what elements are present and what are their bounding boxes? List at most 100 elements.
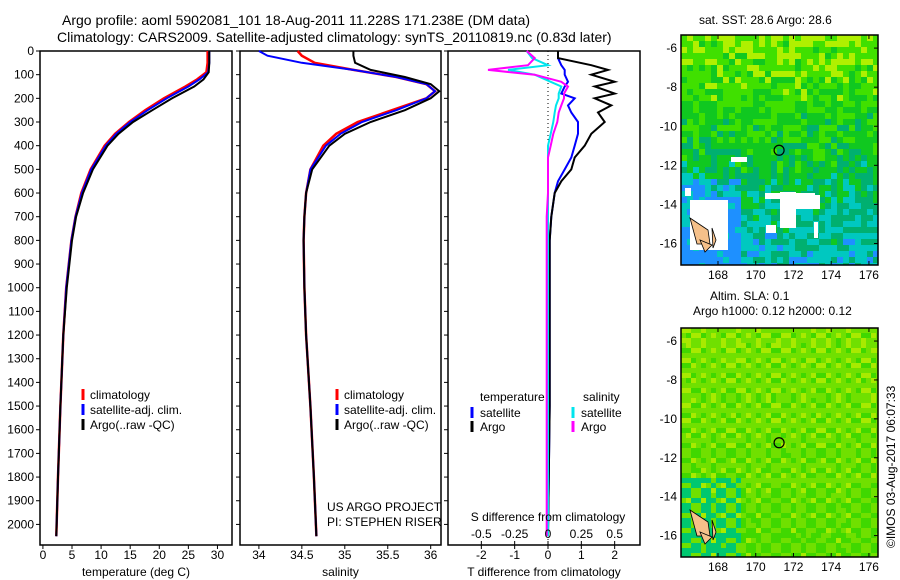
map-cell	[706, 378, 711, 383]
map-cell	[711, 348, 716, 353]
map-cell	[783, 173, 789, 179]
map-cell	[736, 338, 741, 343]
map-cell	[795, 47, 801, 53]
map-cell	[871, 488, 876, 493]
map-cell	[867, 185, 873, 191]
map-cell	[746, 493, 751, 498]
map-cell	[801, 358, 806, 363]
map-cell	[776, 443, 781, 448]
map-cell	[741, 65, 747, 71]
map-cell	[681, 458, 686, 463]
map-cell	[876, 508, 878, 513]
map-cell	[801, 423, 806, 428]
map-cell	[751, 513, 756, 518]
map-cell	[759, 167, 765, 173]
map-cell	[849, 47, 855, 53]
x-axis-label: temperature (deg C)	[82, 565, 190, 579]
map-cell	[735, 257, 741, 263]
map-cell	[735, 59, 741, 65]
map-cell	[819, 53, 825, 59]
map-cell	[726, 368, 731, 373]
map-cell	[753, 41, 759, 47]
map-cell	[791, 373, 796, 378]
map-cell	[741, 408, 746, 413]
map-cell	[691, 398, 696, 403]
map-cell	[696, 383, 701, 388]
map-cell	[741, 363, 746, 368]
map-cell	[699, 101, 705, 107]
map-cell	[696, 503, 701, 508]
map-cell	[693, 107, 699, 113]
map-cell	[816, 398, 821, 403]
map-cell	[699, 143, 705, 149]
map-cell	[861, 328, 866, 333]
map-cell	[721, 433, 726, 438]
map-cell	[766, 523, 771, 528]
map-cell	[819, 191, 825, 197]
map-cell	[819, 203, 825, 209]
map-cell	[837, 125, 843, 131]
map-cell	[786, 533, 791, 538]
map-cell	[701, 393, 706, 398]
map-cell	[801, 373, 806, 378]
map-cell	[706, 443, 711, 448]
map-cell	[741, 433, 746, 438]
map-cell	[729, 161, 735, 167]
map-cell	[761, 413, 766, 418]
map-cell	[776, 388, 781, 393]
map-cell	[821, 333, 826, 338]
map-cell	[837, 83, 843, 89]
map-cell	[873, 161, 878, 167]
map-cell	[706, 473, 711, 478]
map-cell	[759, 239, 765, 245]
map-cell	[801, 239, 807, 245]
map-cell	[855, 239, 861, 245]
map-cell	[771, 119, 777, 125]
map-cell	[783, 47, 789, 53]
map-cell	[861, 161, 867, 167]
map-cell	[753, 77, 759, 83]
map-cell	[821, 398, 826, 403]
map-cell	[855, 59, 861, 65]
map-cell	[726, 493, 731, 498]
map-cell	[837, 221, 843, 227]
map-cell	[766, 373, 771, 378]
map-cell	[791, 488, 796, 493]
map-cell	[861, 433, 866, 438]
map-cell	[837, 149, 843, 155]
map-cell	[873, 215, 878, 221]
map-cell	[741, 488, 746, 493]
map-cell	[766, 353, 771, 358]
map-cell	[699, 83, 705, 89]
map-cell	[831, 413, 836, 418]
map-cell	[699, 149, 705, 155]
map-cell	[711, 408, 716, 413]
map-cell	[801, 333, 806, 338]
map-cell	[841, 408, 846, 413]
map-cell	[726, 503, 731, 508]
map-cell	[866, 403, 871, 408]
map-cell	[791, 543, 796, 548]
map-cell	[849, 107, 855, 113]
map-cell	[746, 433, 751, 438]
map-cell	[699, 161, 705, 167]
map-cell	[855, 95, 861, 101]
map-cell	[831, 101, 837, 107]
map-cell	[781, 383, 786, 388]
map-cell	[746, 408, 751, 413]
map-cell	[795, 59, 801, 65]
map-cell	[753, 173, 759, 179]
map-cell	[789, 65, 795, 71]
map-cell	[801, 548, 806, 553]
map-cell	[721, 528, 726, 533]
map-cell	[866, 518, 871, 523]
map-cell	[706, 343, 711, 348]
map-cell	[751, 378, 756, 383]
map-cell	[781, 423, 786, 428]
map-cell	[821, 508, 826, 513]
map-cell	[849, 131, 855, 137]
map-cell	[735, 53, 741, 59]
map-cell	[861, 65, 867, 71]
map-cell	[873, 239, 878, 245]
map-cell	[711, 418, 716, 423]
